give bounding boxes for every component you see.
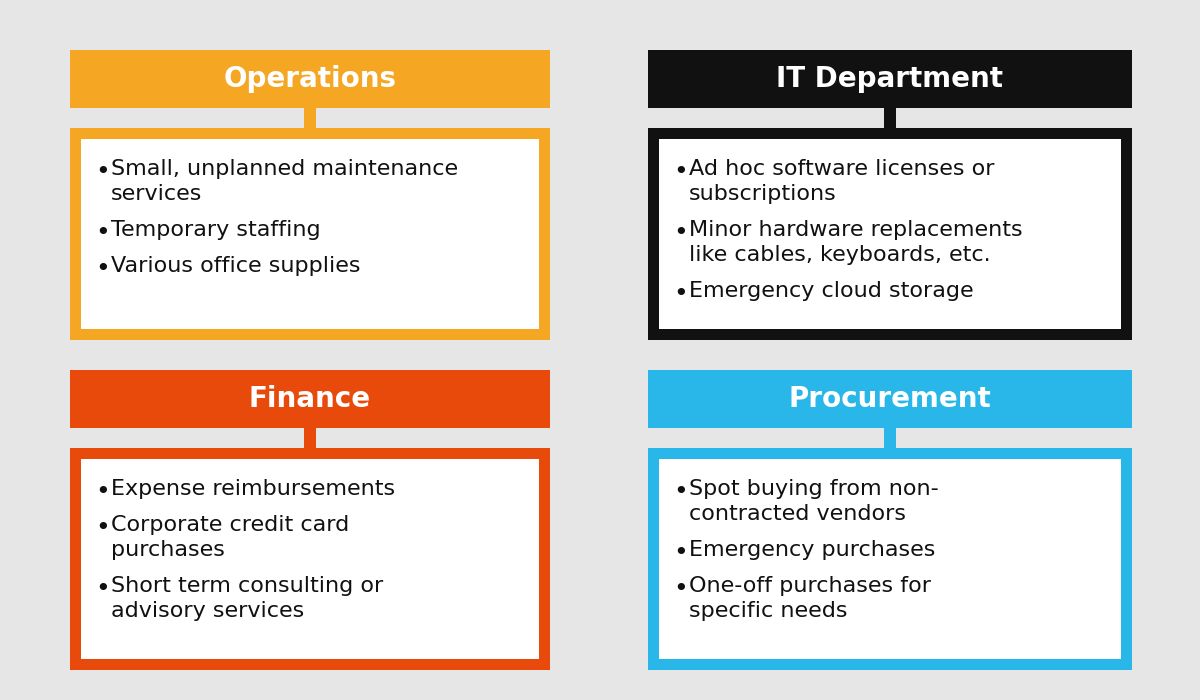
FancyBboxPatch shape [884, 108, 896, 128]
Text: Ad hoc software licenses or: Ad hoc software licenses or [689, 159, 995, 179]
FancyBboxPatch shape [70, 370, 550, 428]
Text: Emergency purchases: Emergency purchases [689, 540, 935, 560]
Text: •: • [95, 577, 109, 601]
FancyBboxPatch shape [884, 428, 896, 448]
Text: services: services [112, 184, 203, 204]
Text: Finance: Finance [248, 385, 371, 413]
FancyBboxPatch shape [70, 50, 550, 108]
Text: •: • [673, 160, 688, 184]
Text: IT Department: IT Department [776, 65, 1003, 93]
FancyBboxPatch shape [82, 459, 539, 659]
Text: •: • [673, 577, 688, 601]
Text: Minor hardware replacements: Minor hardware replacements [689, 220, 1022, 240]
FancyBboxPatch shape [648, 370, 1132, 428]
FancyBboxPatch shape [70, 128, 550, 340]
Text: Procurement: Procurement [788, 385, 991, 413]
Text: Small, unplanned maintenance: Small, unplanned maintenance [112, 159, 458, 179]
Text: Various office supplies: Various office supplies [112, 256, 360, 276]
Text: •: • [95, 257, 109, 281]
Text: Temporary staffing: Temporary staffing [112, 220, 320, 240]
Text: •: • [95, 221, 109, 245]
FancyBboxPatch shape [648, 448, 1132, 670]
Text: Operations: Operations [223, 65, 396, 93]
FancyBboxPatch shape [648, 128, 1132, 340]
FancyBboxPatch shape [304, 428, 316, 448]
FancyBboxPatch shape [82, 139, 539, 329]
Text: •: • [95, 480, 109, 504]
Text: Spot buying from non-: Spot buying from non- [689, 479, 938, 499]
Text: subscriptions: subscriptions [689, 184, 836, 204]
FancyBboxPatch shape [659, 139, 1121, 329]
FancyBboxPatch shape [648, 50, 1132, 108]
Text: Emergency cloud storage: Emergency cloud storage [689, 281, 973, 300]
FancyBboxPatch shape [70, 448, 550, 670]
Text: contracted vendors: contracted vendors [689, 504, 906, 524]
Text: advisory services: advisory services [112, 601, 305, 621]
Text: Expense reimbursements: Expense reimbursements [112, 479, 395, 499]
Text: •: • [673, 541, 688, 565]
Text: specific needs: specific needs [689, 601, 847, 621]
Text: •: • [673, 480, 688, 504]
Text: Corporate credit card: Corporate credit card [112, 515, 349, 535]
Text: •: • [673, 221, 688, 245]
Text: Short term consulting or: Short term consulting or [112, 576, 383, 596]
Text: purchases: purchases [112, 540, 224, 560]
Text: One-off purchases for: One-off purchases for [689, 576, 931, 596]
Text: •: • [95, 517, 109, 540]
FancyBboxPatch shape [659, 459, 1121, 659]
Text: like cables, keyboards, etc.: like cables, keyboards, etc. [689, 244, 991, 265]
Text: •: • [95, 160, 109, 184]
Text: •: • [673, 282, 688, 306]
FancyBboxPatch shape [304, 108, 316, 128]
